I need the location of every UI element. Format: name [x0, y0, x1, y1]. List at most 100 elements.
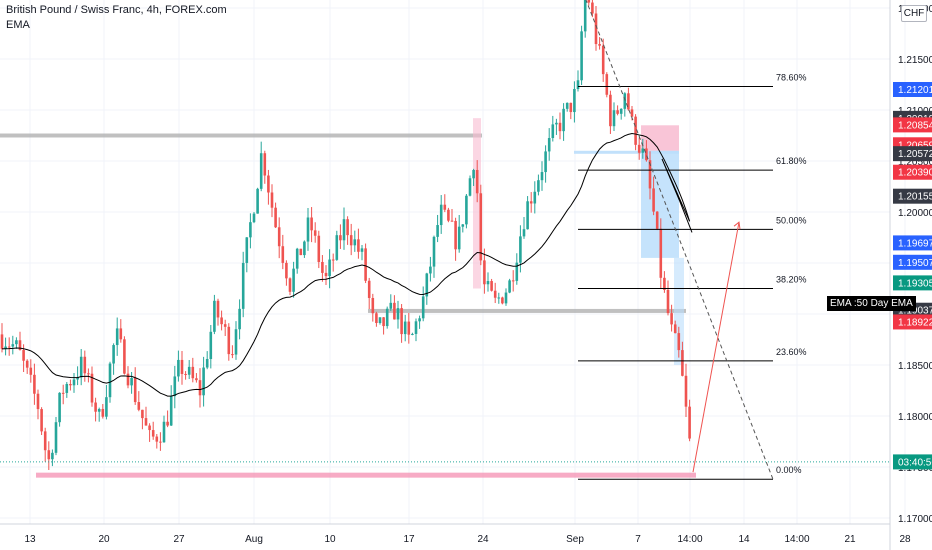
candle-body: [54, 422, 58, 453]
candle-body: [191, 366, 195, 379]
fib-level-label: 38.20%: [776, 275, 807, 285]
candle-body: [648, 160, 652, 189]
candle-body: [79, 356, 83, 378]
candle-body: [65, 384, 69, 393]
candle-body: [609, 94, 612, 127]
x-tick-label: 20: [98, 534, 110, 545]
candle-body: [353, 239, 357, 246]
candle-body: [166, 421, 169, 426]
candle-body: [317, 235, 321, 262]
candle-body: [295, 248, 299, 269]
candle-body: [159, 441, 162, 443]
candle-body: [439, 204, 443, 226]
candle-body: [688, 406, 691, 439]
candle-body: [335, 235, 339, 260]
candle-body: [508, 280, 511, 293]
candle-body: [400, 308, 403, 335]
projection-arrow: [692, 222, 740, 473]
candle-body: [0, 334, 4, 349]
candle-body: [630, 109, 634, 117]
candle-body: [547, 138, 551, 152]
candle-body: [591, 2, 594, 14]
price-label-box: [893, 117, 932, 133]
candle-body: [558, 122, 562, 132]
price-label-text: 1.21201: [898, 85, 932, 96]
currency-button[interactable]: CHF: [901, 5, 927, 22]
candle-body: [123, 339, 126, 374]
candle-body: [601, 45, 605, 75]
candle-body: [515, 262, 519, 281]
price-label-box: [893, 314, 932, 330]
candle-body: [414, 321, 418, 334]
candle-body: [670, 313, 673, 325]
candle-body: [101, 408, 105, 417]
candle-body: [288, 278, 292, 292]
candle-body: [403, 321, 407, 335]
candle-body: [634, 116, 637, 145]
candle-body: [475, 169, 479, 194]
candle-body: [169, 396, 173, 426]
candle-body: [285, 262, 288, 279]
candle-body: [396, 308, 400, 320]
candle-body: [573, 88, 576, 113]
candle-body: [436, 225, 439, 237]
candle-body: [119, 328, 123, 340]
candle-body: [105, 397, 108, 417]
candle-body: [97, 408, 101, 412]
candle-body: [155, 436, 159, 442]
candle-body: [43, 431, 47, 451]
fib-level-label: 0.00%: [776, 465, 802, 475]
candle-body: [583, 0, 587, 32]
candle-body: [655, 211, 659, 229]
candle-body: [681, 350, 684, 376]
candle-body: [263, 153, 267, 176]
candle-body: [641, 148, 645, 153]
candle-body: [418, 318, 421, 322]
candle-body: [429, 266, 432, 274]
y-tick-label: 1.18500: [898, 361, 932, 372]
candle-body: [652, 188, 655, 212]
candle-body: [519, 236, 522, 263]
candle-body: [493, 290, 497, 298]
candle-body: [133, 377, 137, 403]
candle-body: [40, 409, 43, 432]
candle-body: [303, 241, 306, 256]
candle-body: [7, 346, 11, 348]
candle-body: [198, 380, 202, 396]
candle-body: [306, 217, 310, 242]
price-label-box: [893, 164, 932, 180]
resistance-line: [0, 133, 482, 138]
y-tick-label: 1.20000: [898, 208, 932, 219]
ema-line-extension: [661, 158, 693, 233]
highlight-box: [473, 118, 481, 289]
candle-body: [468, 178, 472, 196]
candle-body: [342, 219, 346, 241]
price-label-box: [893, 81, 932, 97]
fib-trend-line: [585, 0, 774, 480]
candle-body: [180, 359, 184, 374]
price-label-text: 03:40:56: [898, 457, 932, 468]
candle-body: [619, 108, 623, 114]
mid-line: [368, 308, 686, 313]
candle-body: [576, 80, 580, 89]
candle-body: [594, 13, 598, 45]
candle-body: [173, 376, 177, 397]
y-tick-label: 1.21500: [898, 55, 932, 66]
fib-level-label: 78.60%: [776, 73, 807, 83]
candle-body: [522, 229, 526, 237]
candle-body: [144, 418, 148, 426]
candle-body: [486, 281, 490, 285]
candle-body: [565, 102, 569, 109]
candle-body: [213, 300, 216, 332]
price-label-text: 1.20854: [898, 120, 932, 131]
candle-body: [209, 331, 213, 359]
candle-body: [162, 421, 166, 443]
ema-label: EMA :50 Day EMA: [827, 296, 916, 311]
fib-level-label: 61.80%: [776, 156, 807, 166]
candle-body: [587, 0, 591, 3]
fib-level-label: 50.00%: [776, 215, 807, 225]
candle-body: [270, 192, 274, 208]
candle-body: [360, 248, 364, 252]
candle-body: [411, 333, 414, 335]
candle-body: [33, 374, 36, 394]
